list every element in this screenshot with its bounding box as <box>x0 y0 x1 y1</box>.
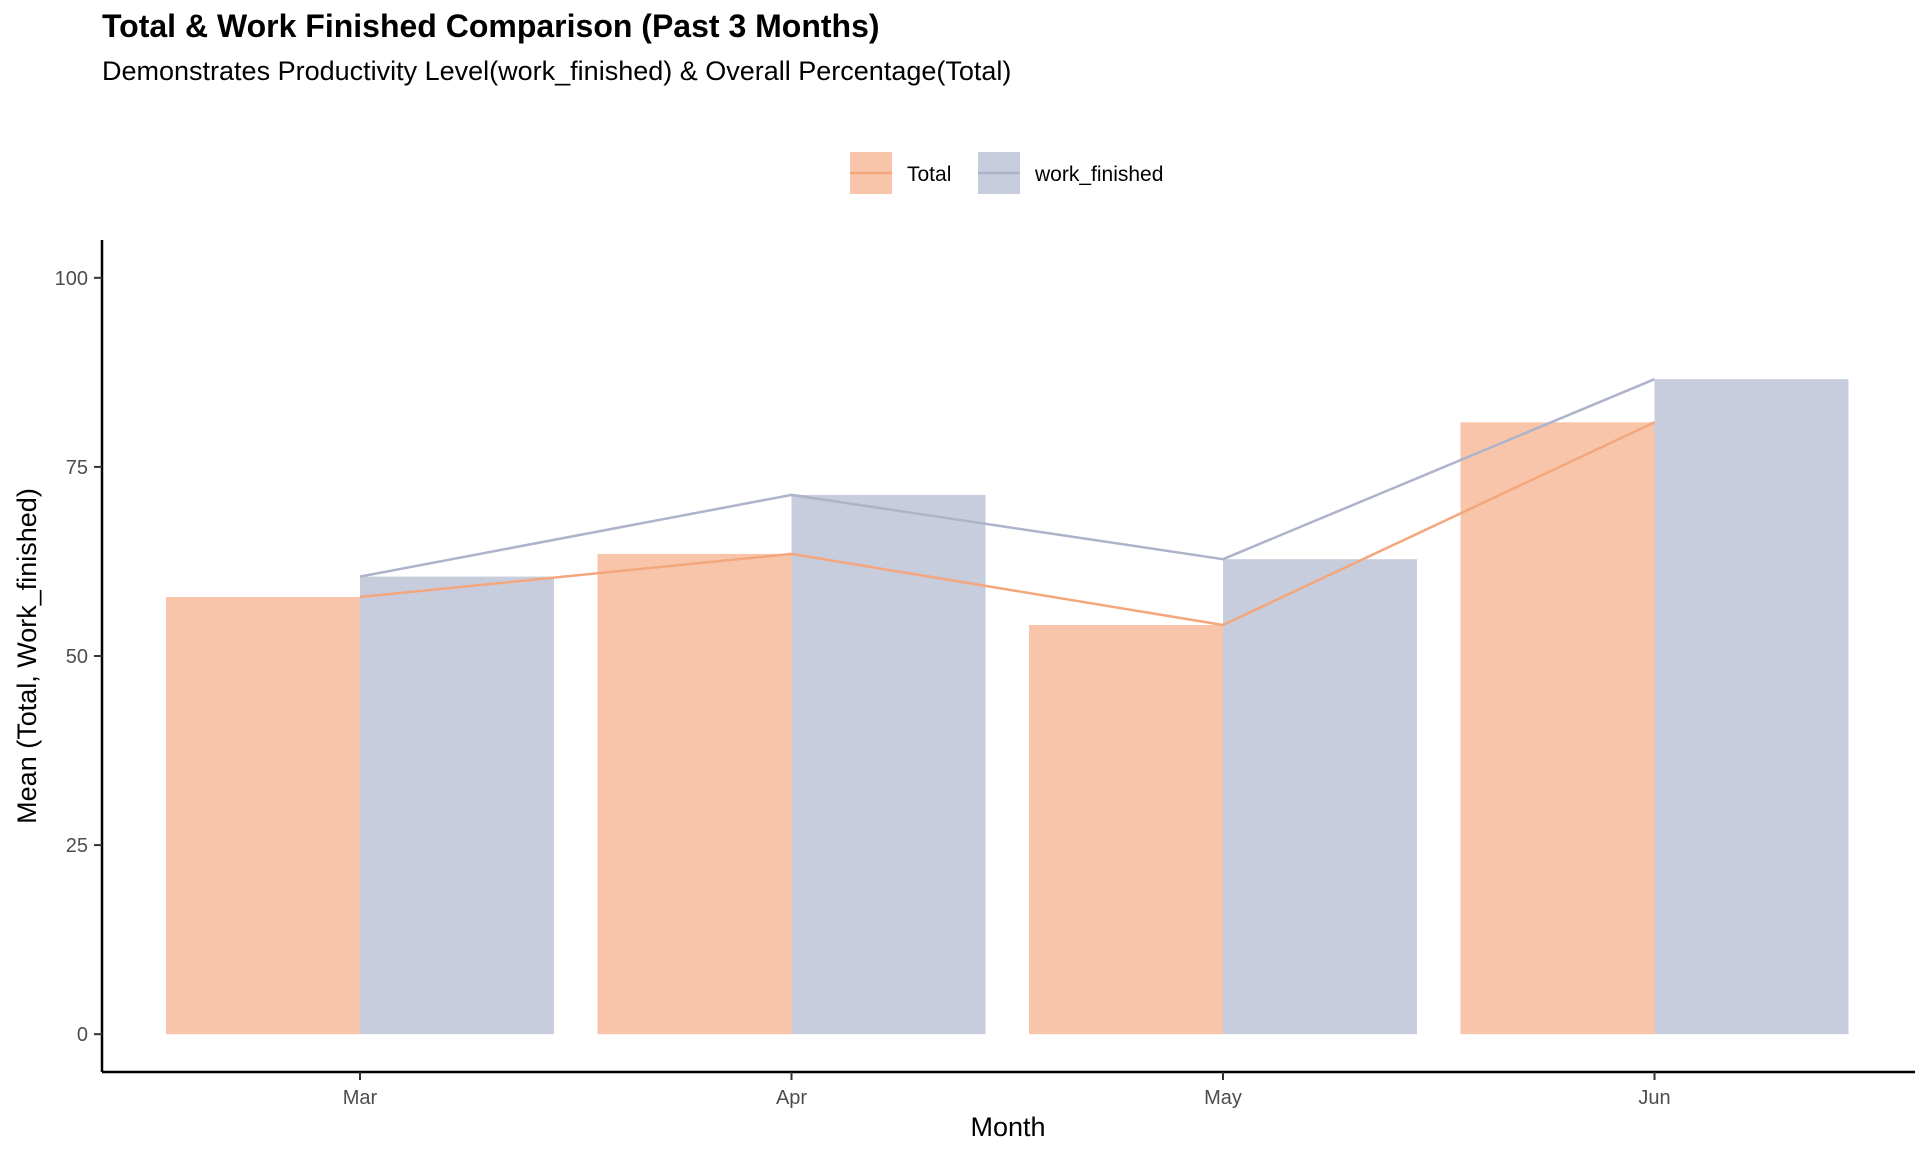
x-tick-label: Jun <box>1638 1087 1670 1109</box>
bar-work-finished <box>1654 379 1849 1035</box>
line-total <box>359 421 1656 627</box>
bar-total <box>597 553 792 1035</box>
y-tick-label: 0 <box>77 1024 88 1046</box>
axes-layer: 0 25 50 75 100 Mar Apr May Jun <box>55 240 1915 1109</box>
bar-total <box>1460 422 1655 1035</box>
y-axis-title: Mean (Total, Work_finished) <box>12 488 42 824</box>
legend-label: work_finished <box>1034 163 1163 186</box>
lines-layer <box>359 378 1656 627</box>
bar-total <box>166 597 360 1035</box>
y-tick-label: 75 <box>66 457 88 479</box>
legend: Total work_finished <box>850 152 1163 194</box>
x-ticks: Mar Apr May Jun <box>343 1072 1671 1109</box>
x-tick-label: Apr <box>776 1087 807 1109</box>
chart-title: Total & Work Finished Comparison (Past 3… <box>102 8 880 44</box>
y-tick-label: 25 <box>66 835 88 857</box>
line-work-finished <box>359 378 1655 578</box>
x-tick-label: May <box>1204 1087 1242 1109</box>
y-tick-label: 100 <box>55 268 88 290</box>
y-ticks: 0 25 50 75 100 <box>55 268 102 1046</box>
bars-layer <box>166 379 1849 1035</box>
bar-work-finished <box>360 576 554 1035</box>
bar-work-finished <box>1223 559 1417 1035</box>
x-axis-title: Month <box>970 1112 1045 1142</box>
legend-label: Total <box>907 163 951 186</box>
bar-total <box>1029 624 1223 1035</box>
y-tick-label: 50 <box>66 646 88 668</box>
bar-work-finished <box>791 494 986 1035</box>
chart-subtitle: Demonstrates Productivity Level(work_fin… <box>102 56 1012 86</box>
x-tick-label: Mar <box>343 1087 378 1109</box>
